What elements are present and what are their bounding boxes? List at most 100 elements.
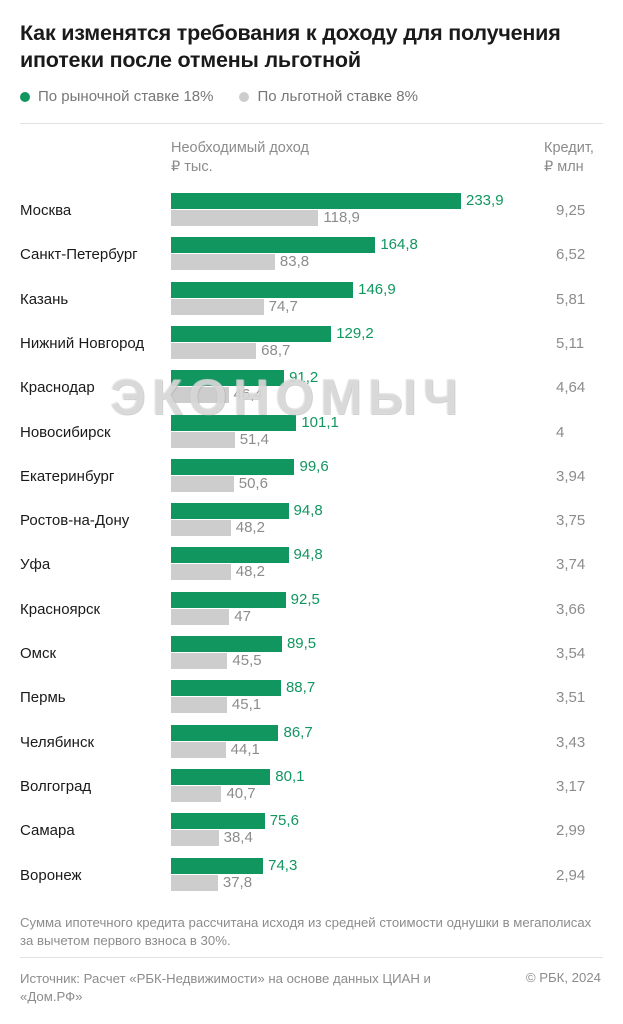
bar-preferential [171,564,231,581]
data-label-preferential: 48,2 [235,519,265,537]
credit-value: 3,51 [556,689,586,707]
data-label-preferential: 37,8 [222,873,253,891]
footnote: Сумма ипотечного кредита рассчитана исхо… [20,915,592,948]
credit-value: 4 [556,423,565,441]
bar-preferential [171,520,231,537]
bar-market [171,813,265,830]
column-header-credit: Кредит, ₽ млн [544,140,594,175]
data-label-market: 164,8 [380,236,418,254]
data-label-market: 129,2 [336,324,374,342]
data-label-preferential: 45,5 [232,652,262,669]
data-label-preferential: 45,1 [231,696,262,714]
data-label-market: 233,9 [466,192,504,209]
data-label-market: 94,8 [293,546,323,564]
bar-market [171,193,461,209]
bar-preferential [171,298,264,315]
bar-preferential [171,653,228,669]
data-label-market: 146,9 [358,280,396,298]
bar-preferential [171,785,222,802]
credit-value: 9,25 [556,202,586,219]
data-label-market: 101,1 [301,413,339,431]
data-label-preferential: 83,8 [279,253,310,271]
copyright-text: © РБК, 2024 [525,970,601,985]
legend-label-preferential: По льготной ставке 8% [257,88,418,105]
data-label-preferential: 47 [234,607,251,625]
credit-value: 3,17 [556,777,586,795]
bar-market [171,724,279,741]
bar-preferential [171,697,227,714]
source-text: Источник: Расчет «РБК-Недвижимости» на о… [20,971,431,1004]
bar-preferential [171,387,229,404]
category-label: Санкт-Петербург [20,246,138,264]
bottom-divider [20,957,603,958]
data-label-market: 74,3 [268,856,298,874]
credit-value: 3,66 [556,600,586,618]
bar-market [171,768,271,785]
data-label-market: 75,6 [269,812,299,830]
legend-item-market: По рыночной ставке 18% [20,88,213,105]
credit-value: 3,54 [556,645,586,662]
legend-swatch-preferential [239,91,250,102]
category-label: Омск [20,645,57,662]
bar-market [171,414,297,431]
data-label-market: 94,8 [293,502,323,520]
category-label: Челябинск [20,733,95,751]
bar-preferential [171,830,219,847]
bar-market [171,325,332,342]
bar-market [171,857,264,874]
chart-title: Как изменятся требования к доходу для по… [20,21,561,72]
bar-market [171,591,286,608]
top-divider [20,123,603,124]
data-label-preferential: 38,4 [223,829,253,847]
bar-preferential [171,431,235,448]
bar-market [171,237,376,254]
data-label-preferential: 118,9 [323,209,360,226]
category-label: Новосибирск [20,423,111,441]
data-label-preferential: 51,4 [239,430,269,448]
legend: По рыночной ставке 18% По льготной ставк… [20,88,418,105]
credit-value: 4,64 [556,379,586,397]
category-label: Пермь [20,689,66,707]
bar-market [171,636,282,652]
legend-label-market: По рыночной ставке 18% [38,88,214,105]
column-header-income: Необходимый доход ₽ тыс. [171,140,309,175]
bar-market [171,547,289,564]
category-label: Москва [20,202,72,219]
credit-value: 6,52 [556,246,586,264]
credit-value: 3,75 [556,512,586,530]
category-label: Волгоград [20,777,92,795]
category-label: Казань [20,290,69,308]
data-label-market: 99,6 [299,457,329,475]
data-label-market: 88,7 [285,679,316,697]
bar-market [171,458,295,475]
credit-value: 3,74 [556,556,586,574]
bar-preferential [171,741,226,758]
data-label-preferential: 46,4 [233,386,263,404]
category-label: Ростов-на-Дону [20,512,130,530]
legend-item-preferential: По льготной ставке 8% [239,88,418,105]
bar-preferential [171,874,218,891]
data-label-market: 91,2 [289,369,319,387]
data-label-preferential: 50,6 [238,474,268,492]
category-label: Екатеринбург [20,467,115,485]
bar-market [171,680,281,697]
category-label: Самара [20,822,75,840]
category-label: Краснодар [20,379,95,397]
data-label-market: 86,7 [283,723,313,741]
bar-preferential [171,475,234,492]
bar-market [171,281,354,298]
category-label: Воронеж [20,866,82,884]
data-label-market: 92,5 [290,590,320,608]
bar-market [171,370,285,387]
category-label: Нижний Новгород [20,334,145,352]
credit-value: 5,11 [556,334,585,352]
credit-value: 3,43 [556,733,586,751]
data-label-preferential: 44,1 [230,740,260,758]
bar-preferential [171,342,257,359]
category-label: Красноярск [20,600,101,618]
data-label-market: 89,5 [286,635,317,652]
credit-value: 5,81 [556,290,586,308]
category-label: Уфа [20,556,51,574]
data-label-preferential: 74,7 [268,297,298,315]
credit-value: 3,94 [556,467,586,485]
